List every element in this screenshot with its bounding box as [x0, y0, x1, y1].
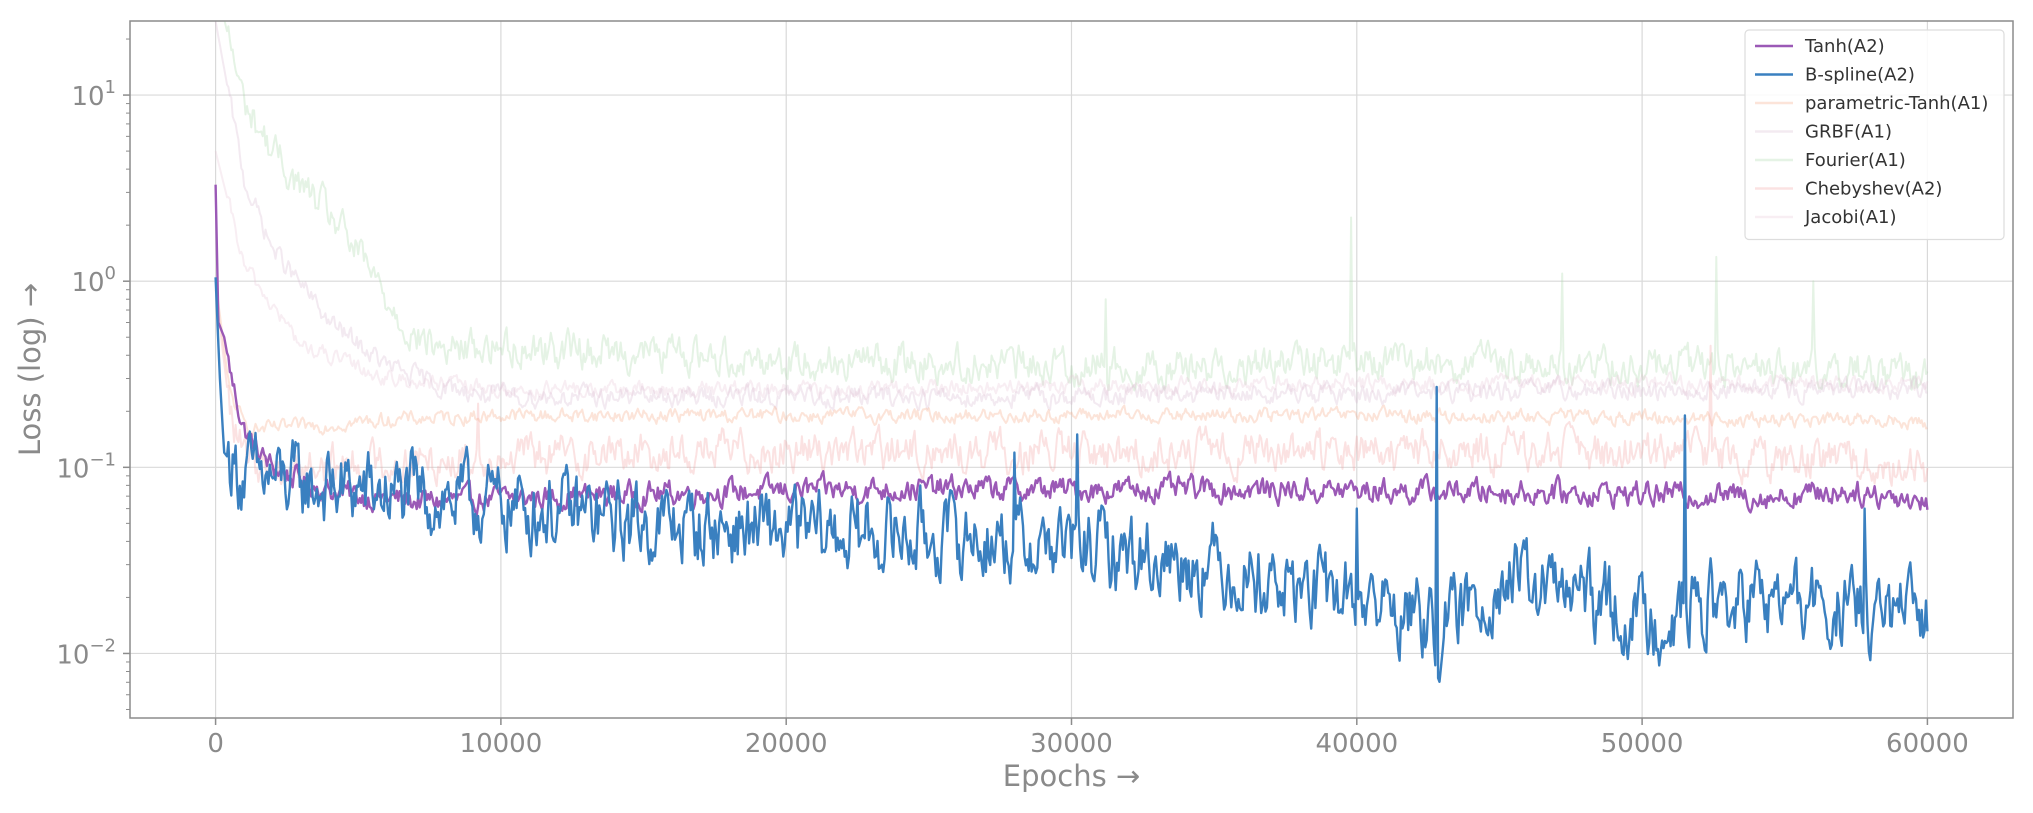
x-tick-label: 0	[207, 729, 224, 759]
y-tick-label: 100	[71, 263, 116, 298]
legend-label: Tanh(A2)	[1804, 36, 1885, 57]
series-line-b-spline-a2	[214, 277, 1929, 683]
x-axis-label: Epochs →	[1003, 759, 1140, 793]
series-line-grbf-a1	[214, 21, 1928, 411]
series-lines	[214, 21, 1929, 683]
legend: Tanh(A2) B-spline(A2) parametric-Tanh(A1) G…	[1744, 29, 2005, 241]
legend-label: GRBF(A1)	[1805, 122, 1892, 143]
x-axis-ticks: 0 10000 20000 30000 40000 50000 60000	[207, 718, 1969, 759]
y-axis-ticks: 10−2 10−1 100 101	[56, 38, 130, 710]
legend-label: Jacobi(A1)	[1804, 207, 1897, 228]
x-tick-label: 20000	[745, 729, 828, 759]
series-line-chebyshev-a2	[214, 289, 1929, 489]
legend-label: Fourier(A1)	[1805, 150, 1906, 171]
x-tick-label: 30000	[1030, 729, 1113, 759]
y-tick-label: 10−1	[56, 449, 116, 484]
legend-label: parametric-Tanh(A1)	[1805, 93, 1988, 114]
x-tick-label: 60000	[1886, 729, 1969, 759]
y-axis-label: Loss (log) →	[13, 283, 47, 456]
y-tick-label: 10−2	[56, 635, 116, 670]
series-line-parametric-tanh-a1	[214, 281, 1928, 438]
legend-label: B-spline(A2)	[1805, 65, 1915, 86]
x-tick-label: 50000	[1601, 729, 1684, 759]
legend-box	[1744, 29, 2005, 241]
legend-label: Chebyshev(A2)	[1805, 179, 1942, 200]
x-tick-label: 40000	[1315, 729, 1398, 759]
series-line-fourier-a1	[223, 21, 1929, 392]
y-tick-label: 101	[71, 77, 116, 112]
series-line-jacobi-a1	[214, 150, 1929, 402]
x-tick-label: 10000	[460, 729, 543, 759]
grid	[130, 21, 2013, 718]
